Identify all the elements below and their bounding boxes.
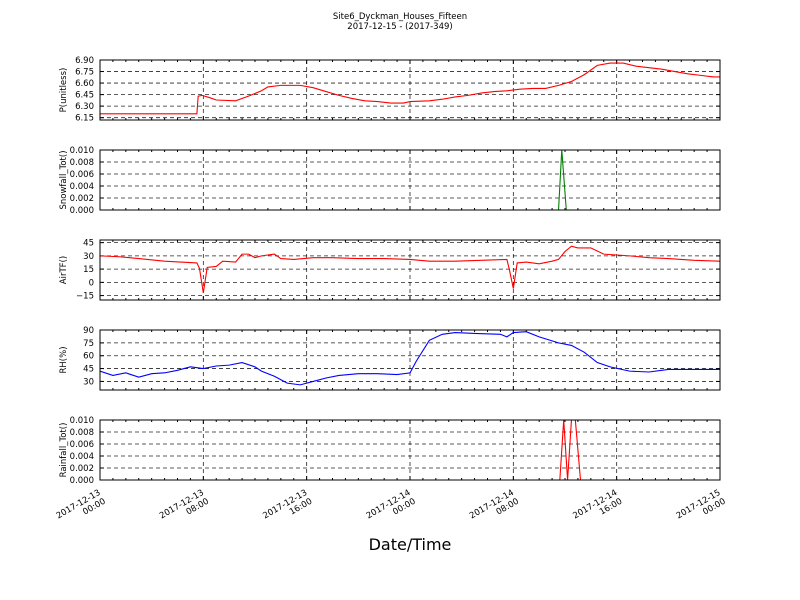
y-axis-label: Snowfall_Tot() bbox=[59, 150, 69, 209]
axes-frame bbox=[99, 329, 721, 391]
subplot-2: 0.000 0.002 0.004 0.006 0.008 0.010Snowfall_T… bbox=[59, 146, 721, 216]
y-tick-label: 0.002 bbox=[70, 194, 94, 204]
x-axis-label: Date/Time bbox=[369, 535, 452, 554]
y-tick-label: 30 bbox=[83, 377, 94, 387]
y-tick-label: 90 bbox=[83, 326, 94, 336]
y-tick-label: 0.000 bbox=[70, 476, 94, 486]
y-tick-label: 0.004 bbox=[70, 452, 94, 462]
series-line bbox=[100, 420, 720, 480]
y-tick-label: 0.006 bbox=[70, 440, 94, 450]
figure-title: Site6_Dyckman_Houses_Fifteen bbox=[333, 12, 467, 22]
x-axis-tick-labels: 2017-12-1300:00 2017-12-1308:00 2017-12-13… bbox=[55, 488, 728, 530]
y-tick-label: 0.010 bbox=[70, 146, 94, 156]
subplot-4: 30 45 60 75 90 RH(%) bbox=[59, 326, 721, 391]
y-tick-label: 0.006 bbox=[70, 170, 94, 180]
x-tick-label: 2017-12-1316:00 bbox=[261, 488, 314, 530]
y-tick-label: 0.008 bbox=[70, 428, 94, 438]
x-tick-label: 2017-12-1408:00 bbox=[468, 488, 521, 530]
y-tick-label: 6.30 bbox=[75, 102, 94, 112]
x-tick-label: 2017-12-1308:00 bbox=[158, 488, 211, 530]
y-tick-label: 6.60 bbox=[75, 79, 94, 89]
y-axis-label: RH(%) bbox=[59, 346, 69, 373]
axes-frame bbox=[99, 419, 721, 481]
y-axis-label: P(unitless) bbox=[59, 68, 69, 113]
y-tick-label: 45 bbox=[83, 239, 94, 249]
y-tick-label: 0.010 bbox=[70, 416, 94, 426]
subplot-5: 0.000 0.002 0.004 0.006 0.008 0.010Rainfall_T… bbox=[59, 416, 721, 486]
y-axis-label: Rainfall_Tot() bbox=[59, 423, 69, 478]
series-line bbox=[100, 331, 720, 386]
y-axis-label: AirTF() bbox=[59, 256, 69, 284]
x-tick-label: 2017-12-1300:00 bbox=[55, 488, 108, 530]
y-tick-label: 6.45 bbox=[75, 91, 94, 101]
y-tick-label: 0.008 bbox=[70, 158, 94, 168]
figure-subtitle: 2017-12-15 - (2017-349) bbox=[347, 22, 452, 32]
x-tick-label: 2017-12-1416:00 bbox=[571, 488, 624, 530]
x-tick-label: 2017-12-1500:00 bbox=[675, 488, 728, 530]
axes-frame bbox=[99, 149, 721, 211]
y-tick-label: 0.004 bbox=[70, 182, 94, 192]
series-line bbox=[100, 62, 720, 115]
y-tick-label: 60 bbox=[83, 352, 94, 362]
y-tick-label: 6.90 bbox=[75, 56, 94, 66]
x-tick-label: 2017-12-1400:00 bbox=[365, 488, 418, 530]
axes-frame bbox=[99, 59, 721, 121]
y-tick-label: 6.75 bbox=[75, 68, 94, 78]
subplot-3: −15 0 15 30 45 AirTF() bbox=[59, 239, 721, 302]
y-tick-label: 15 bbox=[83, 265, 94, 275]
subplot-1: 6.15 6.306.45 6.606.75 6.90 P(unitless) bbox=[59, 56, 721, 124]
y-tick-label: −15 bbox=[76, 292, 94, 302]
series-line bbox=[100, 245, 720, 294]
y-tick-label: 30 bbox=[83, 252, 94, 262]
axes-frame bbox=[99, 239, 721, 301]
y-tick-label: 75 bbox=[83, 339, 94, 349]
y-tick-label: 6.15 bbox=[75, 114, 94, 124]
y-tick-label: 0.000 bbox=[70, 206, 94, 216]
y-tick-label: 0.002 bbox=[70, 464, 94, 474]
y-tick-label: 0 bbox=[89, 278, 94, 288]
y-tick-label: 45 bbox=[83, 365, 94, 375]
subplot-panels: 6.15 6.306.45 6.606.75 6.90 P(unitless) 0.000… bbox=[59, 56, 721, 486]
